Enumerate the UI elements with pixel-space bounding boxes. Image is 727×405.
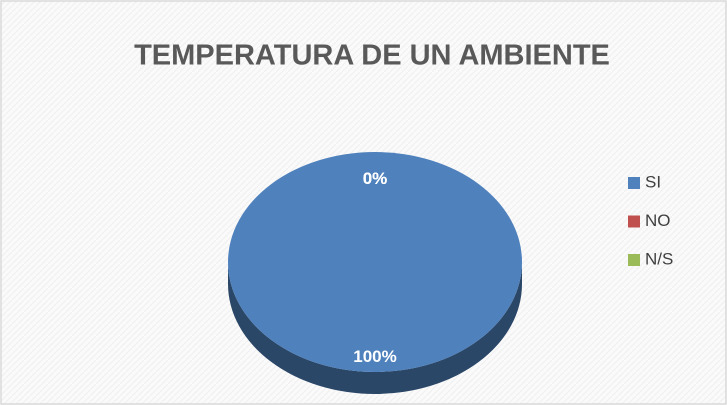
data-label: 0% xyxy=(363,169,388,188)
legend-label: N/S xyxy=(645,249,673,268)
pie-side xyxy=(228,262,522,394)
legend-label: SI xyxy=(645,172,661,191)
legend-swatch xyxy=(628,215,640,228)
legend-swatch xyxy=(628,177,640,189)
data-label: 100% xyxy=(353,347,396,366)
chart-title: TEMPERATURA DE UN AMBIENTE xyxy=(134,40,610,72)
data-label: 0% xyxy=(363,169,388,188)
legend-swatch xyxy=(628,254,640,266)
pie-slice xyxy=(228,152,522,372)
legend-label: NO xyxy=(645,211,671,230)
